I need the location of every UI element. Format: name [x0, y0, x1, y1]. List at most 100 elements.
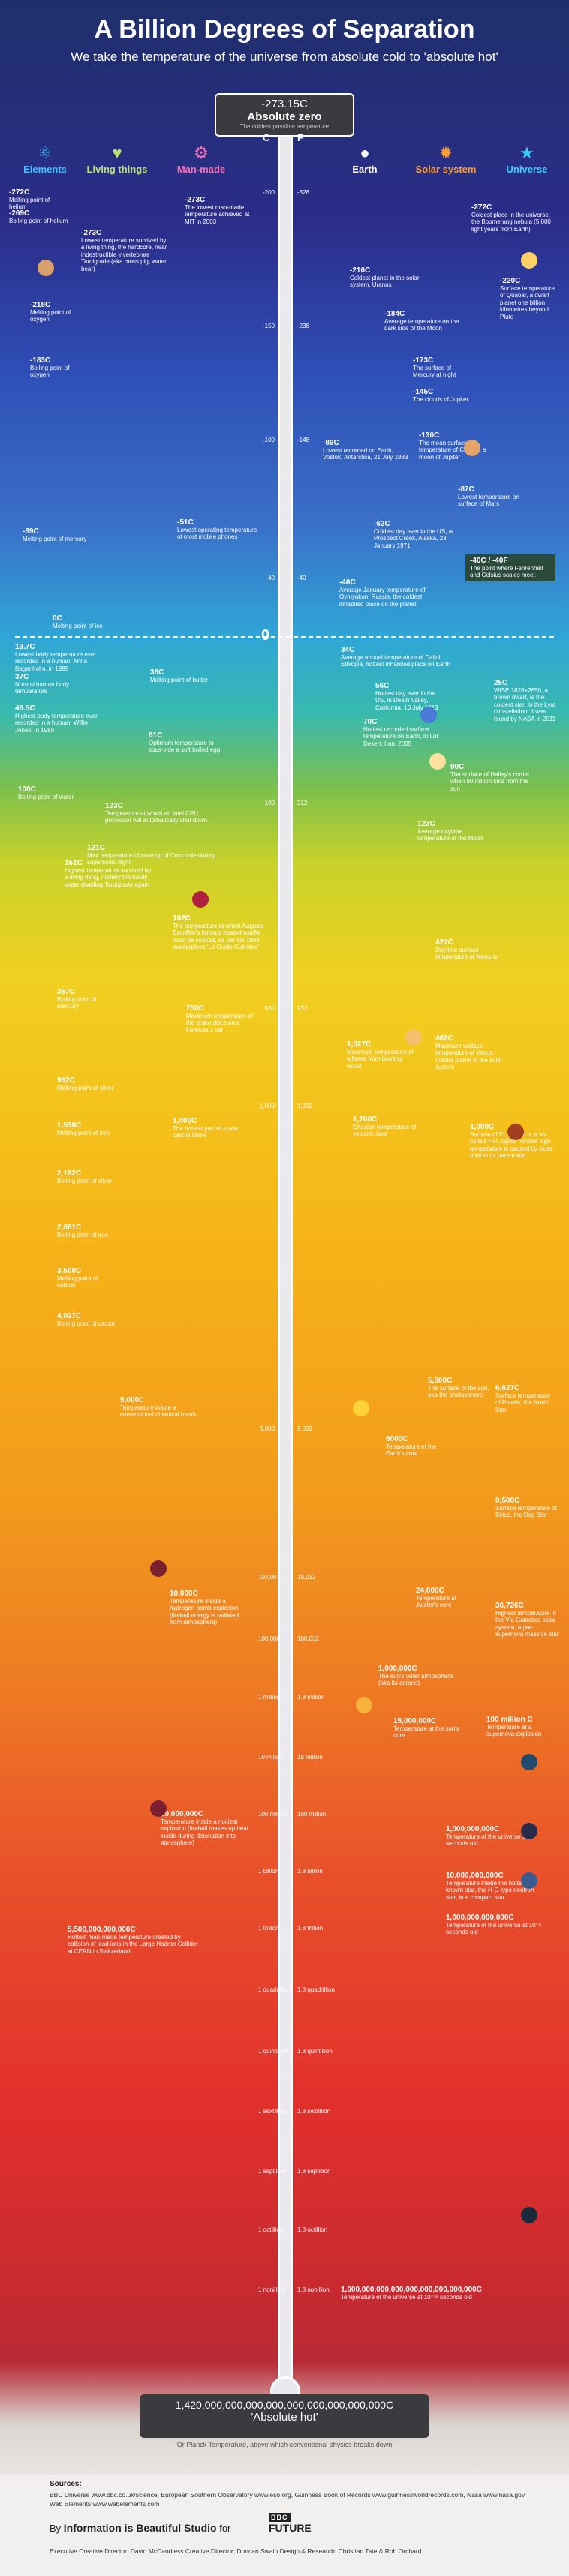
brown-dwarf-icon	[420, 707, 437, 723]
tick-f: 180 million	[297, 1811, 327, 1818]
tick-f: -238	[297, 323, 310, 329]
globe-icon: ●	[360, 143, 370, 162]
tick-f: 1.8 nonillion	[297, 2286, 330, 2293]
tick-c: -200	[262, 189, 275, 196]
event-item: -62C Coldest day ever in the US, at Prosp…	[374, 520, 454, 549]
tick-c: 100	[264, 800, 275, 806]
tick-f: 18,032	[297, 1574, 316, 1581]
event-item: -216C Coldest planet in the solar system,…	[350, 266, 420, 288]
absolute-hot-box: 1,420,000,000,000,000,000,000,000,000,00…	[140, 2394, 429, 2438]
event-item: 1,027C Maximum temperature of a flame fro…	[347, 1040, 414, 1070]
tick-f: 1.8 trillion	[297, 1925, 324, 1932]
tick-f: 932	[297, 1005, 308, 1012]
tick-f: 1.8 sextillion	[297, 2108, 331, 2115]
category-elements: ⚛ Elements	[8, 143, 83, 175]
event-item: 10,000,000C Temperature inside a nuclear …	[161, 1810, 248, 1846]
event-item: -220C Surface temperature of Quaoar, a dw…	[500, 277, 555, 320]
event-item: -218C Melting point of oxygen	[30, 301, 71, 323]
event-item: 962C Melting point of silver	[57, 1076, 114, 1091]
event-item: 6000C Temperature of the Earth's core	[386, 1435, 437, 1457]
sun-core-icon	[356, 1697, 372, 1713]
event-item: -145C The clouds of Jupiter	[413, 388, 469, 403]
event-item: 427C Daytime surface temperature of Mercu…	[435, 938, 498, 960]
tick-c: 100 million	[258, 1811, 288, 1818]
event-item: 15,000,000C Temperature at the sun's core	[393, 1717, 459, 1739]
event-item: 90C The surface of Halley's comet when 80…	[450, 763, 530, 792]
event-item: 5,500,000,000,000C Hottest man-made tempe…	[68, 1926, 198, 1955]
event-item: -273C The lowest man-made temperature ach…	[185, 196, 250, 225]
event-item: 123C Temperature at which an Intel CPU pr…	[105, 802, 208, 824]
event-item: 3,500C Melting point of carbon	[57, 1267, 98, 1289]
tick-f: -328	[297, 189, 310, 196]
star-icon: ★	[519, 143, 534, 162]
event-item: 2,162C Boiling point of silver	[57, 1169, 113, 1184]
tick-f: 1.8 septillion	[297, 2168, 331, 2175]
category-living-things: ♥ Living things	[80, 143, 155, 175]
souffle-icon	[192, 891, 209, 908]
tick-f: -148	[297, 437, 310, 443]
supernova-icon	[521, 1754, 537, 1770]
sun-icon: ✹	[438, 143, 453, 162]
tick-c: 10 million	[258, 1754, 284, 1761]
event-item: -173C The surface of Mercury at night	[413, 356, 456, 378]
event-item: 36,726C Highest temperature in the Via Ga…	[495, 1602, 559, 1638]
fahrenheit-celsius-meet-box: -40C / -40F The point where Fahrenheit an…	[465, 554, 555, 581]
event-item: 13.7C Lowest body temperature ever record…	[15, 643, 97, 672]
category-earth: ● Earth	[327, 143, 402, 175]
hot-jupiter-icon	[507, 1124, 524, 1140]
sources-heading: Sources:	[50, 2480, 82, 2488]
event-item: 1,200C Eruption temperature of volcanic l…	[353, 1115, 417, 1137]
tick-f: 1.8 billion	[297, 1868, 323, 1875]
fahrenheit-label: F	[297, 132, 303, 143]
hydrogen-bomb-icon	[150, 1560, 167, 1577]
tick-c: 1 trillion	[258, 1925, 279, 1932]
sources-text: BBC Universe www.bbc.co.uk/science, Euro…	[50, 2491, 526, 2508]
atom-icon: ⚛	[38, 143, 53, 162]
event-item: 46.5C Highest body temperature ever recor…	[15, 704, 98, 734]
tick-c: 1 billion	[258, 1868, 279, 1875]
event-item: 10,000C Temperature inside a hydrogen bom…	[170, 1590, 239, 1626]
tick-f: -40	[297, 575, 306, 581]
event-item: 162C The temperature at which Auguste Esc…	[173, 914, 264, 950]
event-item: 25C WISE 1828+2650, a brown dwarf, is the…	[494, 679, 556, 722]
tick-f: 1.8 million	[297, 1694, 325, 1701]
event-item: -184C Average temperature on the dark sid…	[384, 310, 459, 332]
footer	[0, 2475, 569, 2576]
jupiter-moon-icon	[464, 440, 480, 456]
event-item: 100 million C Temperature at a supernova …	[486, 1716, 542, 1737]
event-item: 1,000,000,000,000C Temperature of the uni…	[446, 1914, 542, 1935]
heart-icon: ♥	[112, 143, 122, 162]
category-universe: ★ Universe	[489, 143, 564, 175]
event-item: 5,000C Temperature inside a conventional …	[120, 1396, 196, 1418]
dwarf-planet-icon	[521, 252, 537, 269]
event-item: 123C Average daytime temperature of the M…	[417, 820, 483, 842]
event-item: -272C Coldest place in the universe, the …	[471, 203, 551, 233]
tick-c: 1 nonillion	[258, 2286, 286, 2293]
celsius-label: C	[263, 132, 270, 143]
tick-c: -100	[262, 437, 275, 443]
page-title: A Billion Degrees of Separation	[94, 15, 475, 44]
category-solar-system: ✹ Solar system	[408, 143, 483, 175]
event-item: 2,861C Boiling point of iron	[57, 1223, 109, 1238]
event-item: 5,500C The surface of the sun, aka the ph…	[428, 1377, 489, 1398]
absolute-zero-box: -273.15C Absolute zero The coldest possi…	[215, 93, 354, 137]
tick-c: 100,000	[258, 1635, 280, 1642]
event-item: 70C Hottest recorded surface temperature …	[363, 718, 438, 747]
neutron-star-icon	[521, 1872, 537, 1889]
event-item: -87C Lowest temperature on surface of Mar…	[458, 485, 519, 507]
event-item: 36C Melting point of butter	[150, 668, 208, 683]
event-item: 1,000,000,000,000,000,000,000,000,000C Te…	[341, 2286, 482, 2301]
tick-f: 180,032	[297, 1635, 319, 1642]
event-item: 9,500C Surface temperature of Sirius, the…	[495, 1497, 557, 1518]
event-item: 4,027C Boiling point of carbon	[57, 1312, 117, 1327]
event-item: 750C Maximum temperature of the brake dis…	[186, 1004, 253, 1034]
event-item: 37C Normal human body temperature	[15, 673, 70, 695]
zero-line	[15, 636, 554, 638]
event-item: 462C Maximum surface temperature of Venus…	[435, 1034, 503, 1070]
tick-f: 1.8 quadrillion	[297, 1986, 335, 1993]
tick-c: 500	[264, 1005, 275, 1012]
tick-f: 1.8 octillion	[297, 2226, 328, 2233]
oxygen-tank-icon	[38, 260, 54, 276]
brand-credit: By Information is Beautiful Studio for	[50, 2522, 231, 2534]
event-item: 1,400C The hottest part of a wax candle f…	[173, 1117, 239, 1139]
